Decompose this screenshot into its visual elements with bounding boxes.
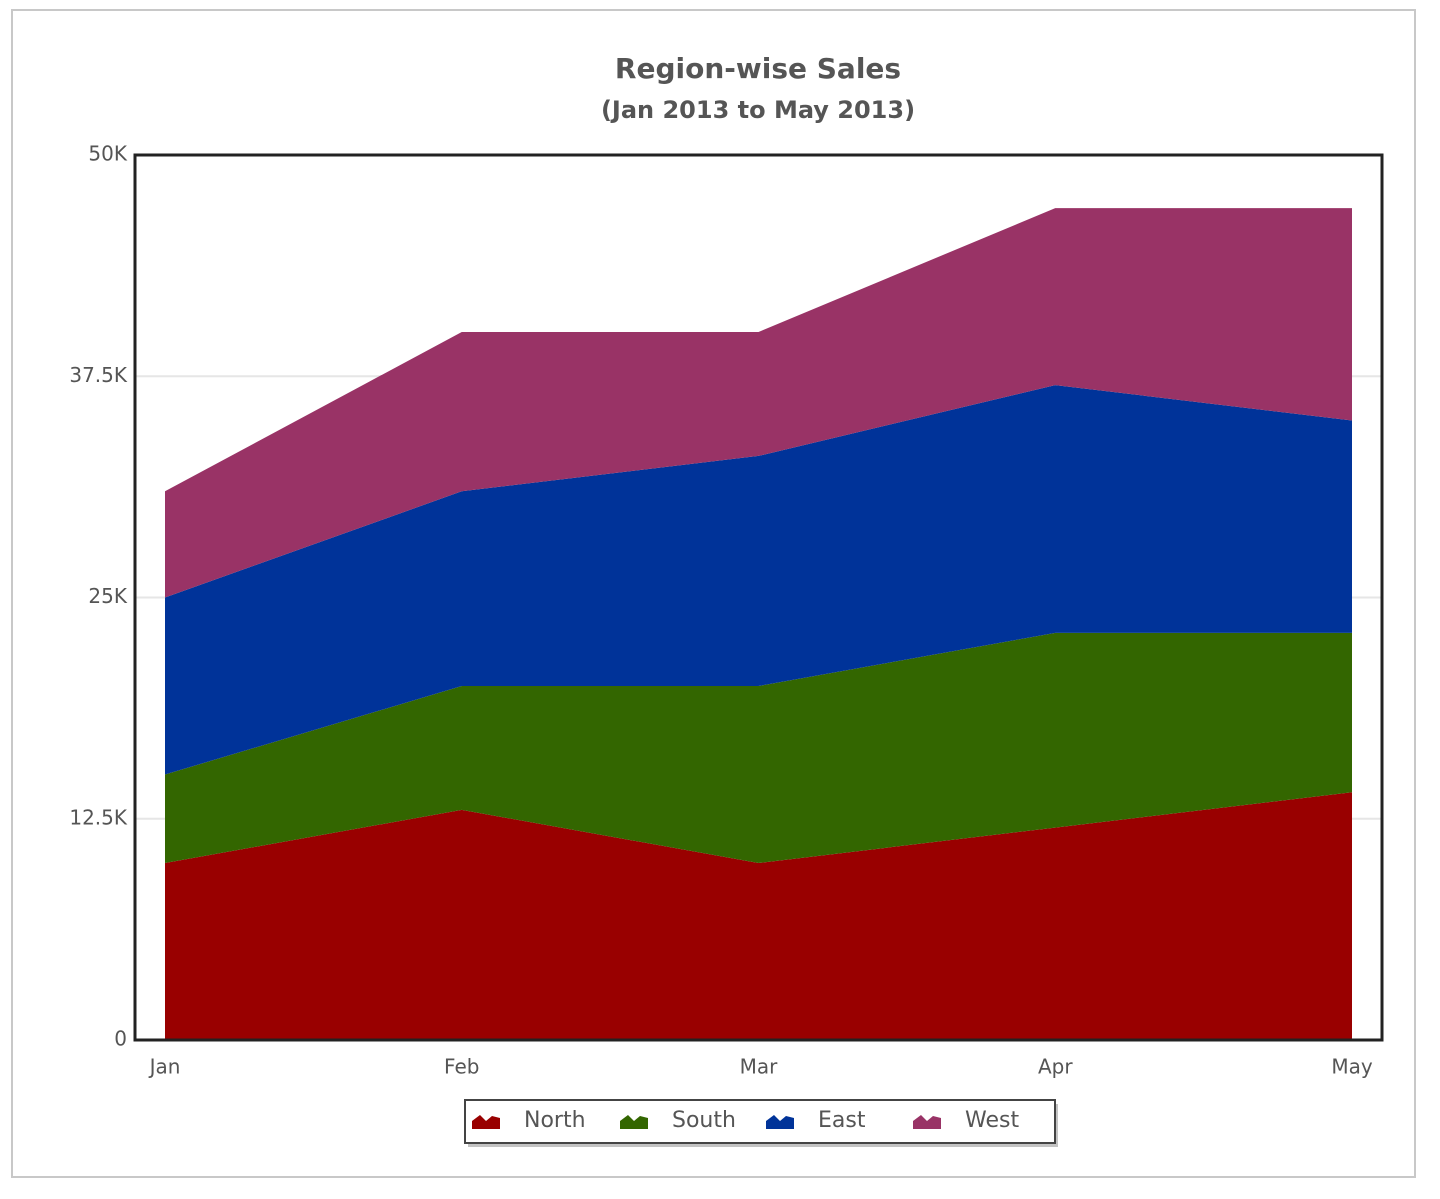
y-tick-label: 50K bbox=[88, 142, 127, 166]
legend: North South East West bbox=[472, 1108, 1019, 1133]
x-tick-label: Jan bbox=[148, 1055, 181, 1079]
legend-label: West bbox=[965, 1108, 1019, 1133]
plot-border bbox=[133, 153, 1384, 1042]
legend-label: South bbox=[672, 1108, 736, 1133]
x-tick-label: Apr bbox=[1038, 1055, 1073, 1079]
y-tick-label: 12.5K bbox=[69, 805, 128, 829]
area bbox=[165, 208, 1352, 598]
legend-box bbox=[464, 1099, 1056, 1144]
area bbox=[165, 385, 1352, 775]
legend-label: East bbox=[818, 1108, 866, 1133]
legend-label: North bbox=[524, 1108, 586, 1133]
legend-icon bbox=[620, 1115, 648, 1129]
x-tick-label: Feb bbox=[444, 1055, 479, 1079]
area bbox=[165, 632, 1352, 863]
legend-icon bbox=[472, 1115, 500, 1129]
x-tick-label: Mar bbox=[740, 1055, 779, 1079]
area bbox=[165, 792, 1352, 1040]
chart-title: Region-wise Sales bbox=[615, 52, 901, 85]
y-tick-label: 0 bbox=[114, 1027, 127, 1051]
y-tick-label: 37.5K bbox=[69, 363, 128, 387]
y-tick-label: 25K bbox=[88, 584, 127, 608]
x-tick-label: May bbox=[1331, 1055, 1373, 1079]
labels: 0 12.5K 25K 37.5K 50K Jan Feb Mar Apr May bbox=[69, 142, 1372, 1079]
legend-icon bbox=[913, 1115, 941, 1129]
areas bbox=[165, 208, 1352, 1040]
legend-icon bbox=[766, 1115, 794, 1129]
chart-subtitle: (Jan 2013 to May 2013) bbox=[601, 96, 915, 124]
